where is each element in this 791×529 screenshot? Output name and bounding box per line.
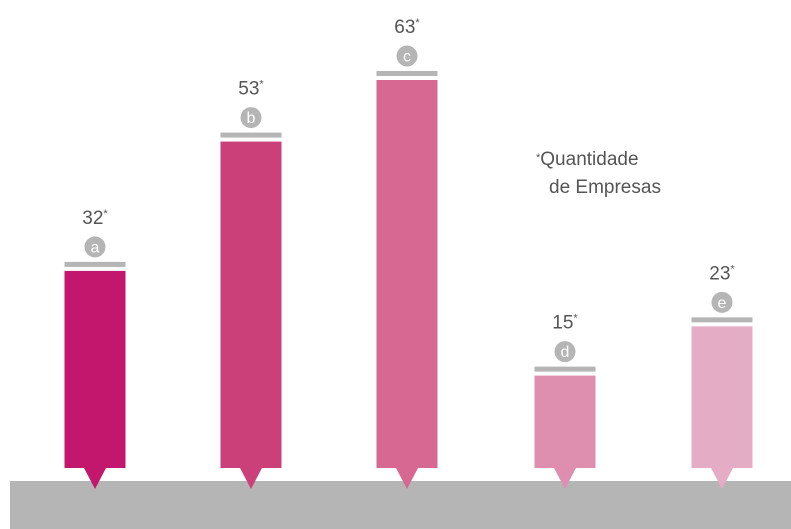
- bar-b: [220, 141, 282, 469]
- bar-pointer-a: [84, 468, 106, 489]
- bar-group-d: d 15*: [534, 313, 596, 489]
- bar-e: [691, 326, 753, 468]
- category-circle-d: [554, 341, 576, 363]
- bar-cap-e: [691, 317, 753, 323]
- category-circle-b: [240, 107, 262, 129]
- quantity-note: *Quantidade de Empresas: [536, 146, 706, 202]
- bar-cap-c: [376, 71, 438, 76]
- value-number-e: 23: [709, 263, 730, 284]
- category-label-b: b: [247, 110, 256, 127]
- value-number-a: 32: [82, 208, 103, 229]
- category-circle-e: [711, 291, 733, 313]
- value-asterisk-b: *: [259, 79, 264, 91]
- note-line-1: Quantidade: [540, 149, 639, 170]
- bars-layer: a32*b53*c63*d15*e23*: [64, 17, 753, 489]
- value-label-a: 32*: [82, 208, 108, 229]
- category-circle-a: [84, 236, 106, 258]
- value-asterisk-e: *: [730, 263, 735, 275]
- bar-cap-d: [534, 366, 596, 372]
- value-label-d: 15*: [552, 313, 578, 334]
- value-asterisk-a: *: [103, 208, 108, 220]
- value-asterisk-c: *: [415, 17, 420, 29]
- value-number-c: 63: [394, 17, 415, 38]
- category-circle-c: [396, 45, 418, 67]
- bar-group-e: e 23*: [691, 263, 753, 489]
- value-label-e: 23*: [709, 263, 735, 284]
- category-label-a: a: [91, 239, 100, 256]
- value-label-b: 53*: [238, 79, 264, 100]
- bar-d: [534, 375, 596, 468]
- bar-group-a: a 32*: [64, 208, 126, 489]
- value-number-b: 53: [238, 79, 259, 100]
- category-label-e: e: [718, 295, 727, 312]
- value-number-d: 15: [552, 313, 573, 334]
- note-asterisk: *: [536, 152, 541, 164]
- bar-cap-a: [64, 261, 126, 267]
- bar-pointer-e: [711, 468, 733, 489]
- bar-pointer-c: [396, 468, 418, 489]
- bar-c: [376, 80, 438, 468]
- category-label-c: c: [403, 49, 411, 66]
- bar-group-b: b 53*: [220, 79, 282, 489]
- chart-base: [10, 481, 791, 529]
- note-line-2: de Empresas: [549, 177, 661, 198]
- bar-pointer-b: [240, 468, 262, 489]
- bar-cap-b: [220, 132, 282, 138]
- bar-group-c: c 63*: [376, 17, 438, 489]
- value-label-c: 63*: [394, 17, 420, 38]
- value-asterisk-d: *: [573, 313, 578, 325]
- bar-a: [64, 270, 126, 468]
- bar-pointer-d: [554, 468, 576, 489]
- category-label-d: d: [561, 344, 570, 361]
